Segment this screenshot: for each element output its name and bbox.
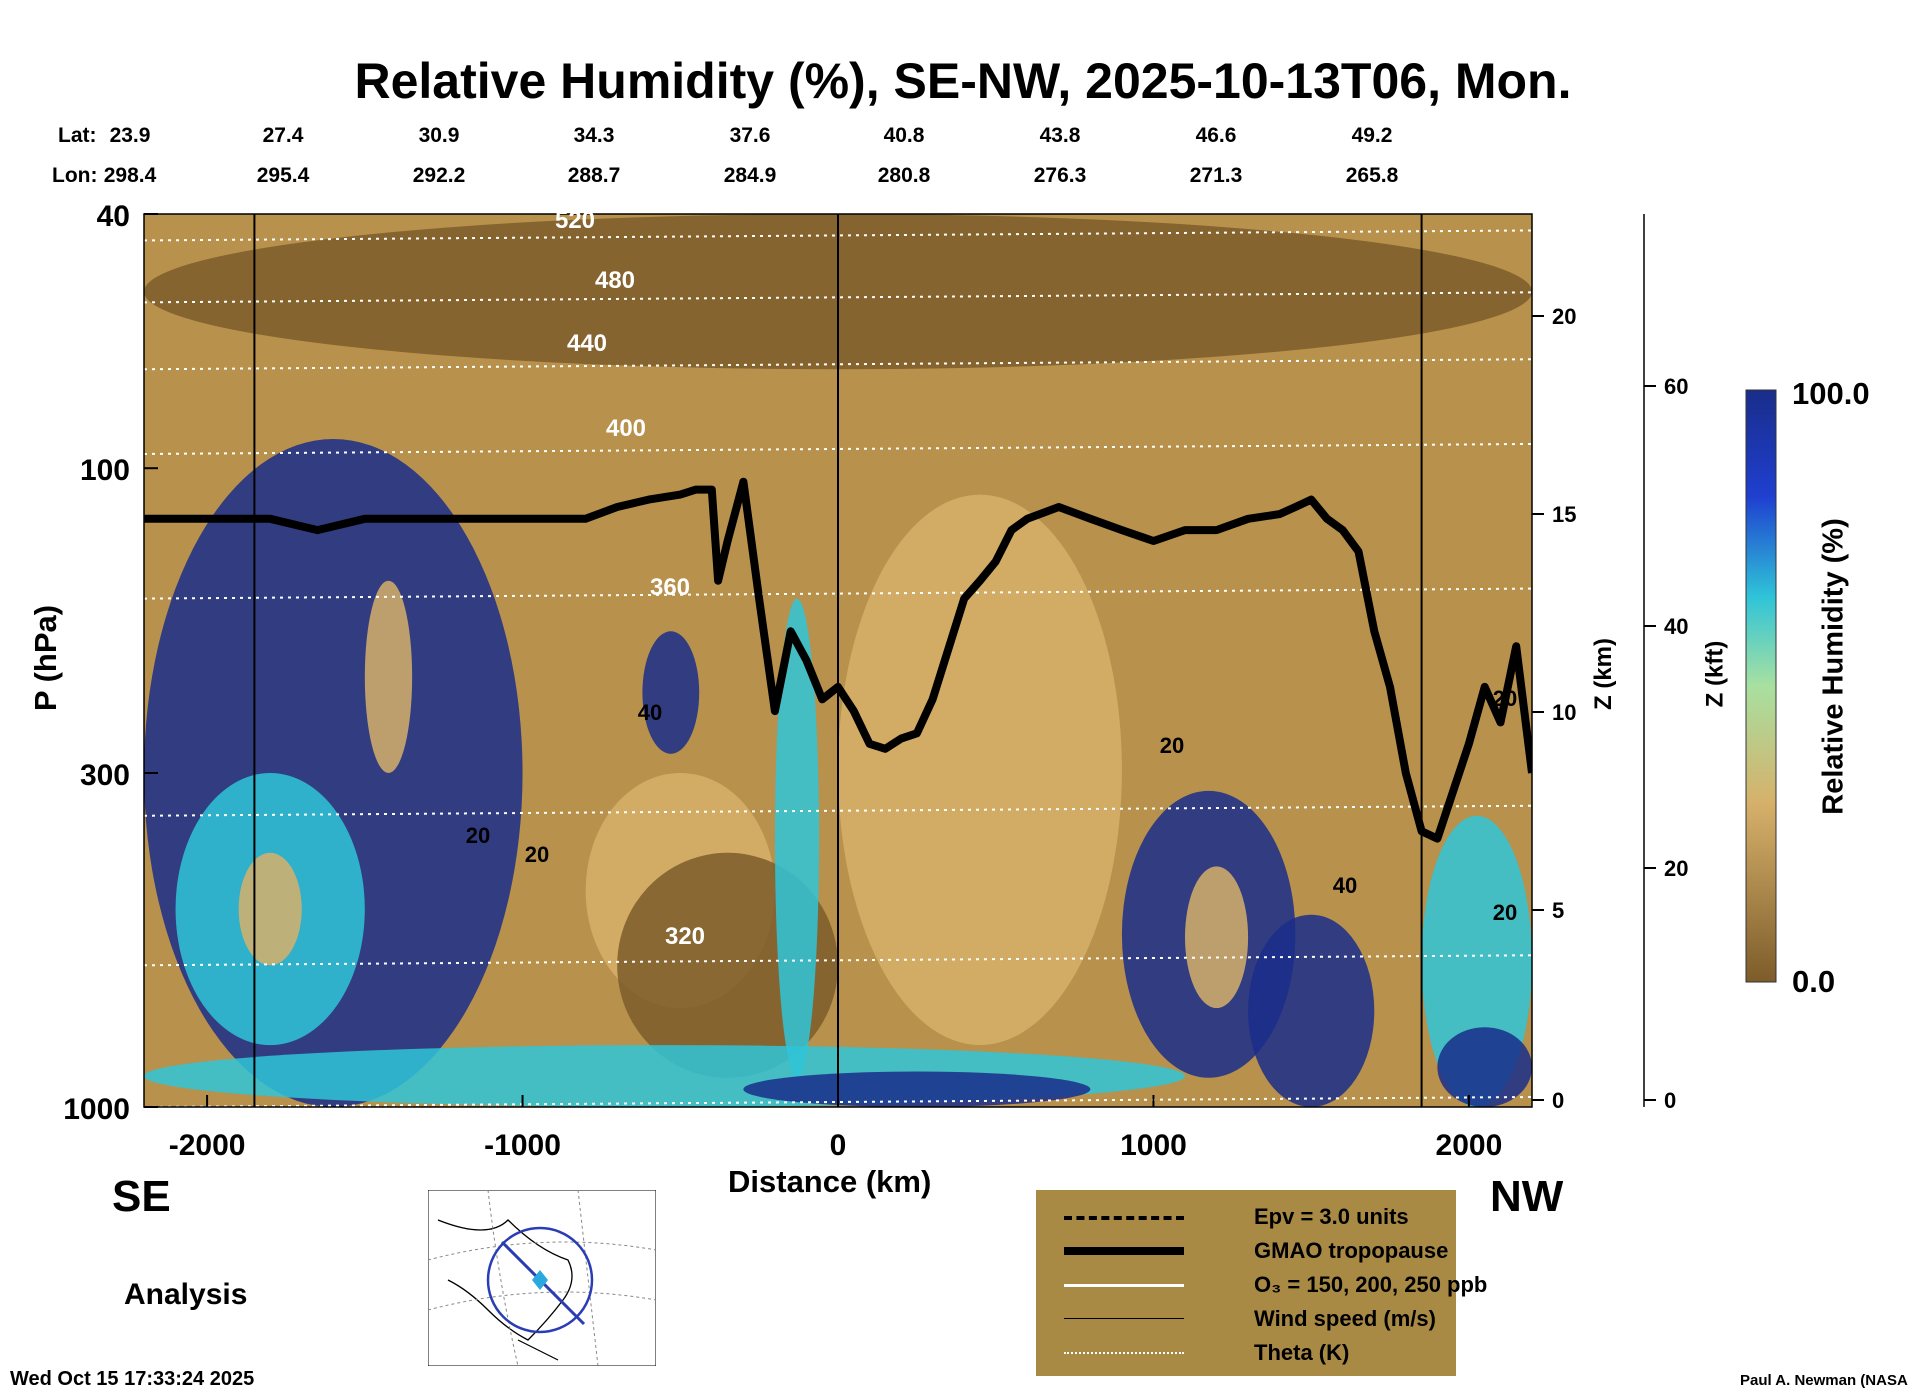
y-tick-label: 40 [97, 200, 130, 233]
theta-label: 520 [555, 207, 595, 234]
lat-value: 34.3 [573, 124, 615, 147]
wind-labels: 40 20 20 20 40 20 20 [466, 686, 1517, 925]
se-label: SE [112, 1172, 171, 1221]
legend-tropopause: GMAO tropopause [1064, 1236, 1448, 1266]
lat-value: 30.9 [418, 124, 460, 147]
lon-value: 271.3 [1189, 164, 1243, 187]
chart-title: Relative Humidity (%), SE-NW, 2025-10-13… [354, 53, 1572, 109]
x-tick-label: -1000 [484, 1129, 561, 1162]
lat-label: Lat: [58, 124, 97, 147]
lon-label: Lon: [52, 164, 98, 187]
colorbar-min: 0.0 [1792, 964, 1836, 999]
rh-region [364, 580, 413, 773]
lat-value: 37.6 [729, 124, 771, 147]
y-axis-label: P (hPa) [28, 604, 63, 712]
legend-ozone: O₃ = 150, 200, 250 ppb [1064, 1270, 1487, 1300]
x-tick-label: -2000 [169, 1129, 246, 1162]
section-circle [486, 1226, 594, 1334]
timestamp: Wed Oct 15 17:33:24 2025 [10, 1368, 255, 1390]
y-tick-label: 300 [80, 759, 130, 792]
colorbar [1745, 389, 1777, 983]
z-km-label: Z (km) [1590, 638, 1617, 710]
wind-label: 20 [1160, 733, 1184, 758]
rh-region [1248, 914, 1375, 1107]
colorbar-label: Relative Humidity (%) [1817, 518, 1850, 815]
lat-value: 40.8 [883, 124, 925, 147]
x-tick-label: 1000 [1120, 1129, 1187, 1162]
z-km-tick-label: 20 [1552, 304, 1576, 329]
axes: -2000 -1000 0 1000 2000 40 100 300 1000 20 15 10 5 0 6… [63, 200, 1688, 1162]
y-tick-label: 1000 [63, 1093, 130, 1126]
gmao-tropopause [144, 477, 1532, 843]
lon-value: 284.9 [723, 164, 777, 187]
x-axis-label: Distance (km) [728, 1164, 932, 1199]
lon-value: 288.7 [567, 164, 621, 187]
legend-epv: Epv = 3.0 units [1064, 1202, 1444, 1232]
legend-theta: Theta (K) [1064, 1338, 1444, 1368]
lon-value: 292.2 [412, 164, 466, 187]
coastline [437, 1219, 573, 1341]
legend-wind: Wind speed (m/s) [1064, 1304, 1444, 1334]
wind-label: 20 [466, 823, 490, 848]
lat-value: 27.4 [262, 124, 304, 147]
analysis-label: Analysis [124, 1278, 248, 1311]
inset-map [428, 1190, 656, 1366]
theta-label: 400 [606, 415, 646, 442]
theta-label: 360 [650, 574, 690, 601]
lon-value: 265.8 [1345, 164, 1399, 187]
z-kft-tick-label: 0 [1664, 1088, 1676, 1113]
rh-region [838, 494, 1122, 1046]
z-kft-tick-label: 40 [1664, 614, 1688, 639]
x-tick-label: 2000 [1436, 1129, 1503, 1162]
rh-region [642, 631, 700, 754]
lat-value: 43.8 [1039, 124, 1081, 147]
lat-value: 46.6 [1195, 124, 1237, 147]
tropopause-line [144, 477, 1532, 843]
lon-value: 295.4 [256, 164, 310, 187]
credit: Paul A. Newman (NASA [1740, 1372, 1908, 1389]
z-km-tick-label: 15 [1552, 502, 1576, 527]
z-kft-tick-label: 60 [1664, 374, 1688, 399]
rh-region [1437, 1027, 1532, 1107]
rh-region [743, 1071, 1091, 1107]
y-tick-label: 100 [80, 454, 130, 487]
section-markers [253, 214, 1423, 1107]
colorbar-max: 100.0 [1792, 376, 1870, 411]
lon-value: 298.4 [103, 164, 157, 187]
wind-label: 20 [1493, 900, 1517, 925]
z-kft-label: Z (kft) [1701, 640, 1729, 708]
theta-label: 480 [595, 267, 635, 294]
z-kft-tick-label: 20 [1664, 856, 1688, 881]
z-km-tick-label: 5 [1552, 898, 1564, 923]
rh-region [238, 852, 302, 966]
x-tick-label: 0 [830, 1129, 847, 1162]
lat-value: 23.9 [109, 124, 151, 147]
theta-label: 320 [665, 923, 705, 950]
wind-label: 20 [525, 842, 549, 867]
lat-value: 49.2 [1351, 124, 1393, 147]
theta-labels: 520 480 440 400 360 320 [555, 207, 705, 950]
nw-label: NW [1490, 1172, 1564, 1221]
wind-label: 40 [1333, 873, 1357, 898]
rh-region [1185, 866, 1249, 1009]
z-km-tick-label: 0 [1552, 1088, 1564, 1113]
z-km-tick-label: 10 [1552, 700, 1576, 725]
theta-label: 440 [567, 330, 607, 357]
legend: Epv = 3.0 units GMAO tropopause O₃ = 150… [1036, 1190, 1487, 1376]
lon-value: 280.8 [877, 164, 931, 187]
wind-label: 40 [638, 700, 662, 725]
rh-region [774, 598, 820, 1078]
lon-value: 276.3 [1033, 164, 1087, 187]
wind-label: 20 [1493, 686, 1517, 711]
